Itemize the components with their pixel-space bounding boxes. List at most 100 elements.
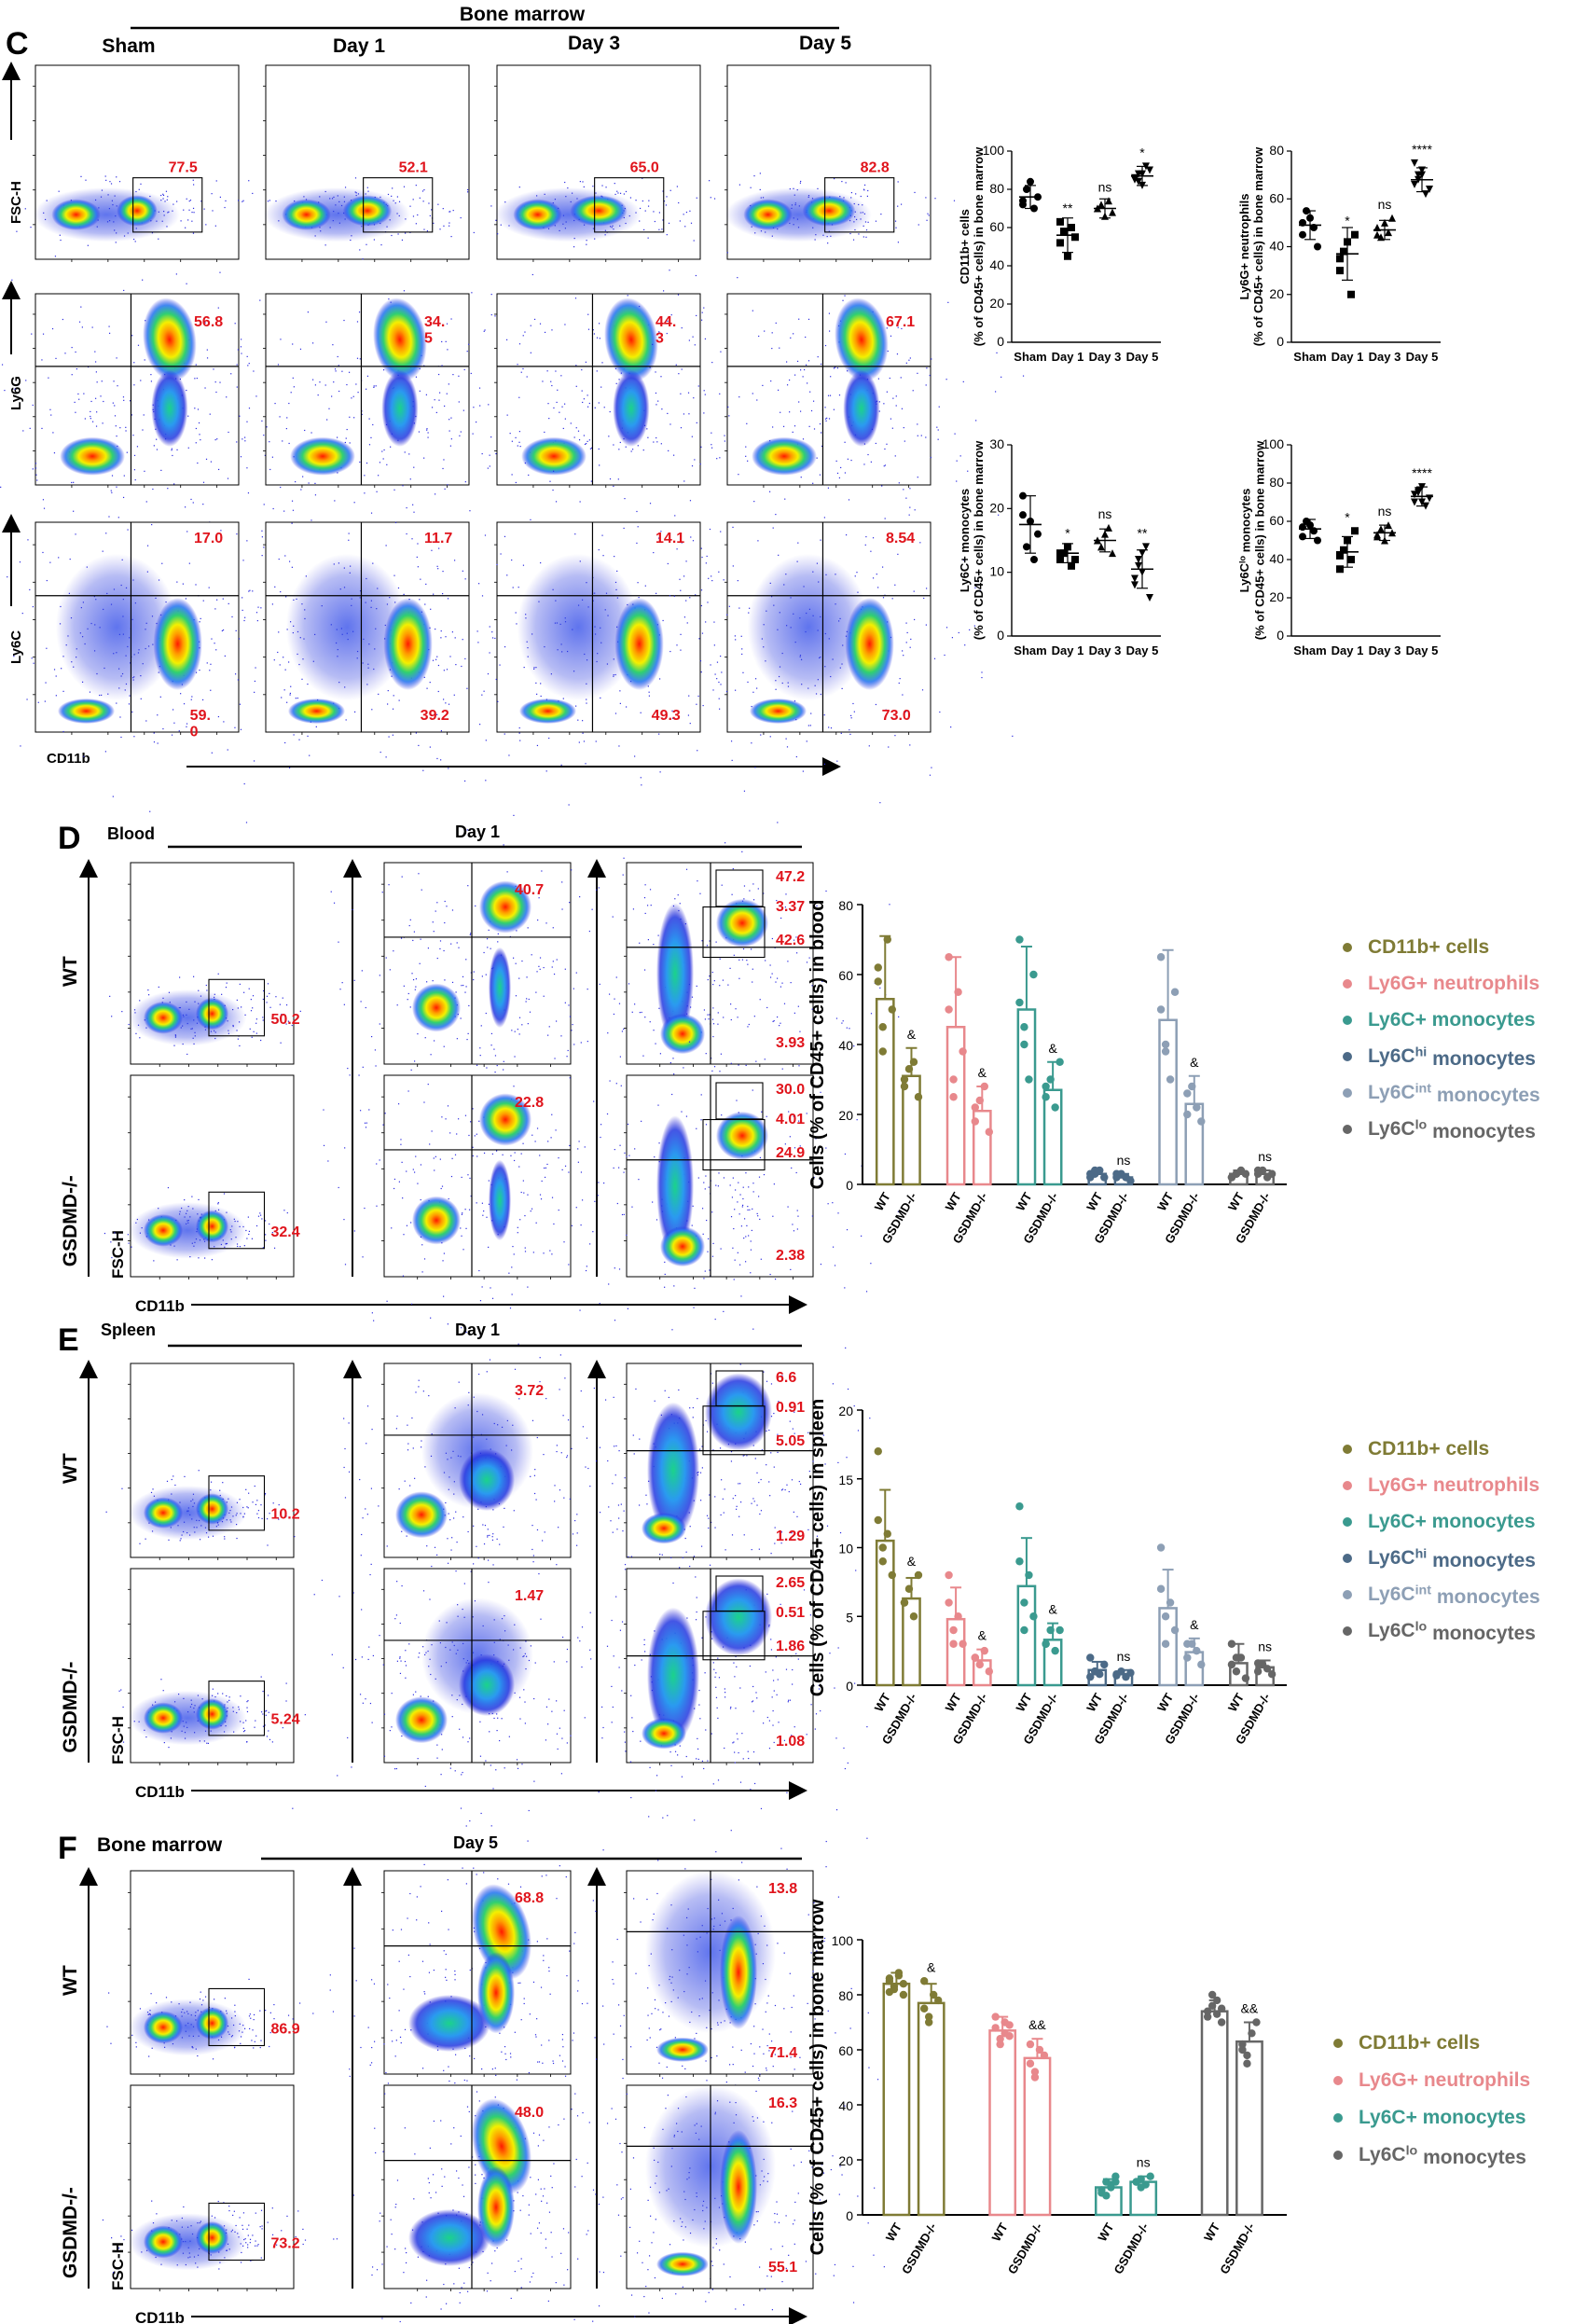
event-dot bbox=[362, 1066, 364, 1068]
x-category-label: Day 3 bbox=[1369, 350, 1401, 364]
event-dot bbox=[629, 197, 632, 199]
event-dot bbox=[598, 548, 600, 551]
event-dot bbox=[71, 346, 73, 349]
event-dot bbox=[518, 977, 520, 979]
event-dot bbox=[434, 1169, 435, 1171]
event-dot bbox=[895, 395, 897, 397]
event-dot bbox=[598, 1182, 600, 1183]
event-dot bbox=[531, 1134, 533, 1136]
event-dot bbox=[571, 869, 573, 871]
genotype-label-wt: WT bbox=[60, 956, 81, 987]
event-dot bbox=[360, 1001, 362, 1003]
event-dot bbox=[43, 507, 46, 509]
event-dot bbox=[189, 199, 192, 201]
event-dot bbox=[446, 669, 448, 671]
event-dot bbox=[307, 683, 309, 685]
event-dot bbox=[536, 971, 538, 973]
event-dot bbox=[512, 957, 515, 959]
event-dot bbox=[387, 689, 389, 692]
event-dot bbox=[807, 1432, 809, 1433]
event-dot bbox=[400, 937, 403, 939]
event-dot bbox=[956, 460, 958, 462]
event-dot bbox=[810, 409, 813, 412]
event-dot bbox=[556, 1564, 558, 1566]
ko-data-point bbox=[1197, 1117, 1206, 1126]
event-dot bbox=[817, 356, 819, 358]
event-dot bbox=[431, 714, 433, 716]
data-point bbox=[1336, 255, 1344, 263]
event-dot bbox=[288, 402, 290, 405]
event-dot bbox=[713, 1066, 716, 1068]
event-dot bbox=[543, 1453, 545, 1456]
event-dot bbox=[829, 394, 832, 396]
event-dot bbox=[289, 692, 291, 695]
event-dot bbox=[548, 418, 550, 420]
event-dot bbox=[693, 240, 695, 242]
ko-data-point bbox=[975, 1096, 985, 1105]
event-dot bbox=[443, 459, 445, 461]
event-dot bbox=[587, 406, 589, 408]
event-dot bbox=[689, 597, 691, 599]
event-dot bbox=[784, 498, 786, 500]
event-dot bbox=[467, 188, 469, 191]
event-dot bbox=[863, 184, 866, 187]
event-dot bbox=[472, 1108, 474, 1110]
c-ly6c-0 bbox=[0, 486, 309, 812]
event-dot bbox=[243, 1245, 245, 1247]
event-dot bbox=[24, 208, 26, 210]
event-dot bbox=[481, 694, 483, 696]
event-dot bbox=[580, 1224, 582, 1226]
event-dot bbox=[53, 669, 56, 671]
event-dot bbox=[618, 449, 620, 450]
event-dot bbox=[113, 380, 115, 382]
event-dot bbox=[981, 671, 983, 673]
event-dot bbox=[685, 600, 687, 602]
event-dot bbox=[481, 452, 483, 455]
event-dot bbox=[310, 519, 312, 521]
y-axis-label: Ly6Clo monocytes(% of CD45+ cells) in bo… bbox=[1237, 440, 1267, 640]
event-dot bbox=[756, 1212, 758, 1215]
event-dot bbox=[548, 1026, 550, 1028]
event-dot bbox=[162, 194, 165, 197]
d-plots-ly6c-wt bbox=[541, 822, 900, 1147]
event-dot bbox=[4, 389, 6, 392]
event-dot bbox=[721, 671, 723, 673]
event-dot bbox=[142, 279, 144, 281]
event-dot bbox=[427, 1084, 429, 1086]
event-dot bbox=[699, 1500, 702, 1501]
event-dot bbox=[794, 1432, 795, 1434]
event-dot bbox=[923, 597, 925, 600]
event-dot bbox=[400, 1143, 402, 1145]
y-axis-label-line: (% of CD45+ cells) in bone marrow bbox=[972, 440, 986, 640]
event-dot bbox=[795, 952, 798, 954]
event-dot bbox=[192, 179, 194, 181]
event-dot bbox=[681, 1111, 683, 1113]
event-dot bbox=[903, 489, 904, 491]
event-dot bbox=[256, 1513, 258, 1515]
data-point bbox=[1377, 525, 1385, 533]
event-dot bbox=[326, 419, 328, 421]
event-dot bbox=[371, 1035, 373, 1038]
event-dot bbox=[364, 475, 366, 477]
event-dot bbox=[197, 408, 200, 410]
event-dot bbox=[623, 1213, 625, 1215]
event-dot bbox=[404, 1480, 406, 1482]
event-dot bbox=[535, 991, 537, 993]
event-dot bbox=[764, 1058, 766, 1060]
event-dot bbox=[58, 190, 60, 192]
event-dot bbox=[728, 605, 730, 607]
event-dot bbox=[745, 1261, 747, 1263]
event-dot bbox=[286, 417, 288, 419]
event-dot bbox=[747, 1026, 749, 1028]
event-dot bbox=[266, 426, 268, 428]
y-tick-label: 40 bbox=[1269, 239, 1284, 254]
event-dot bbox=[359, 1478, 361, 1481]
event-dot bbox=[341, 982, 343, 984]
event-dot bbox=[123, 289, 125, 292]
event-dot bbox=[237, 679, 239, 681]
legend-label-sup: hi bbox=[1415, 1045, 1428, 1060]
event-dot bbox=[116, 176, 117, 178]
event-dot bbox=[518, 1343, 519, 1345]
event-dot bbox=[540, 1198, 543, 1200]
